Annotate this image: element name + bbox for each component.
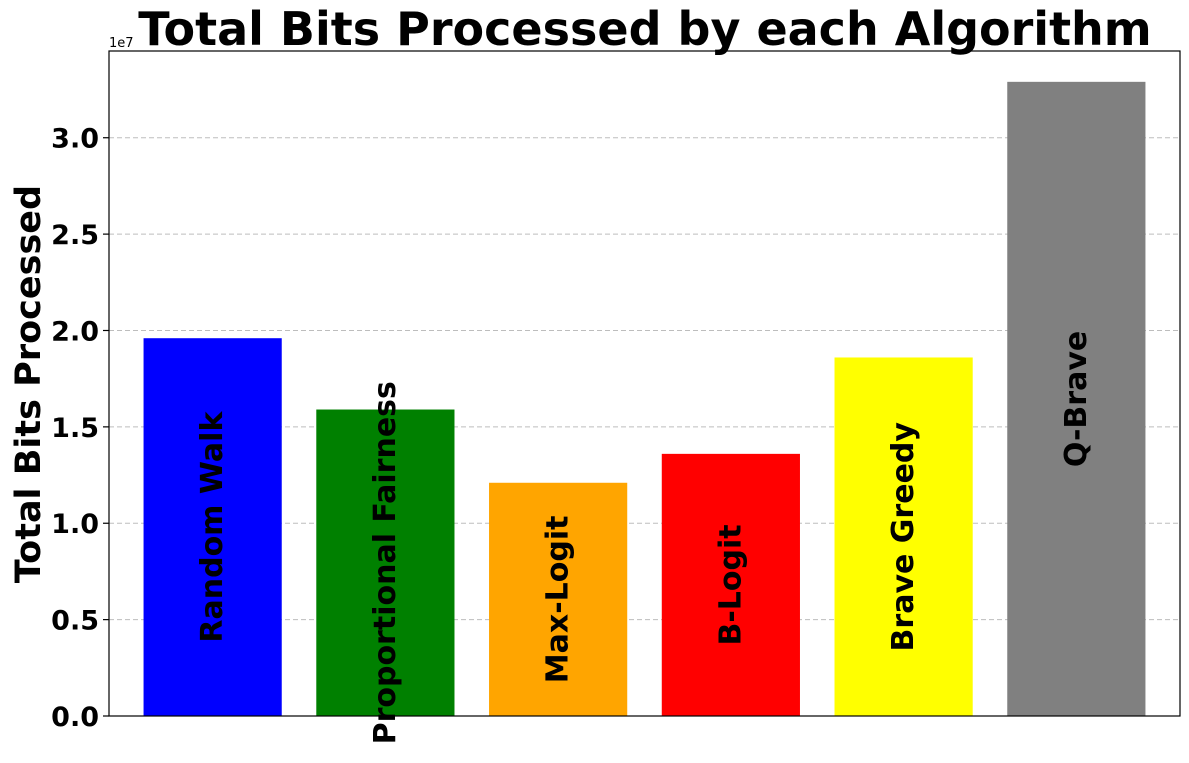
y-tick-label: 2.0 bbox=[51, 316, 99, 347]
y-offset-label: 1e7 bbox=[109, 36, 134, 51]
y-tick-label: 1.5 bbox=[51, 413, 99, 444]
y-tick-label: 2.5 bbox=[51, 220, 99, 251]
bar-brave-greedy bbox=[834, 357, 973, 716]
bar-random-walk bbox=[143, 338, 282, 716]
bar-label: Q-Brave bbox=[1059, 331, 1094, 467]
bar-label: Max-Logit bbox=[541, 516, 576, 684]
y-ticks: 0.0 0.5 1.0 1.5 2.0 2.5 3.0 bbox=[51, 124, 109, 733]
grid-lines bbox=[109, 137, 1180, 621]
bar-q-brave bbox=[1007, 81, 1146, 716]
bar-b-logit bbox=[661, 453, 800, 716]
y-axis-label: Total Bits Processed bbox=[9, 185, 49, 583]
y-tick-label: 0.0 bbox=[51, 702, 99, 733]
bar-label: Proportional Fairness bbox=[368, 381, 403, 744]
plot-frame bbox=[108, 50, 1181, 717]
y-tick-label: 3.0 bbox=[51, 124, 99, 155]
bar-proportional-fairness bbox=[316, 409, 455, 716]
y-tick-label: 1.0 bbox=[51, 509, 99, 540]
bar-max-logit bbox=[489, 482, 628, 716]
bar-label: Brave Greedy bbox=[886, 422, 921, 652]
bar-labels: Random Walk Proportional Fairness Max-Logi… bbox=[195, 331, 1094, 745]
chart-title: Total Bits Processed by each Algorithm bbox=[138, 2, 1151, 56]
bar-label: Random Walk bbox=[195, 411, 230, 643]
bars bbox=[143, 81, 1146, 716]
y-tick-label: 0.5 bbox=[51, 606, 99, 637]
bar-label: B-Logit bbox=[713, 524, 748, 645]
